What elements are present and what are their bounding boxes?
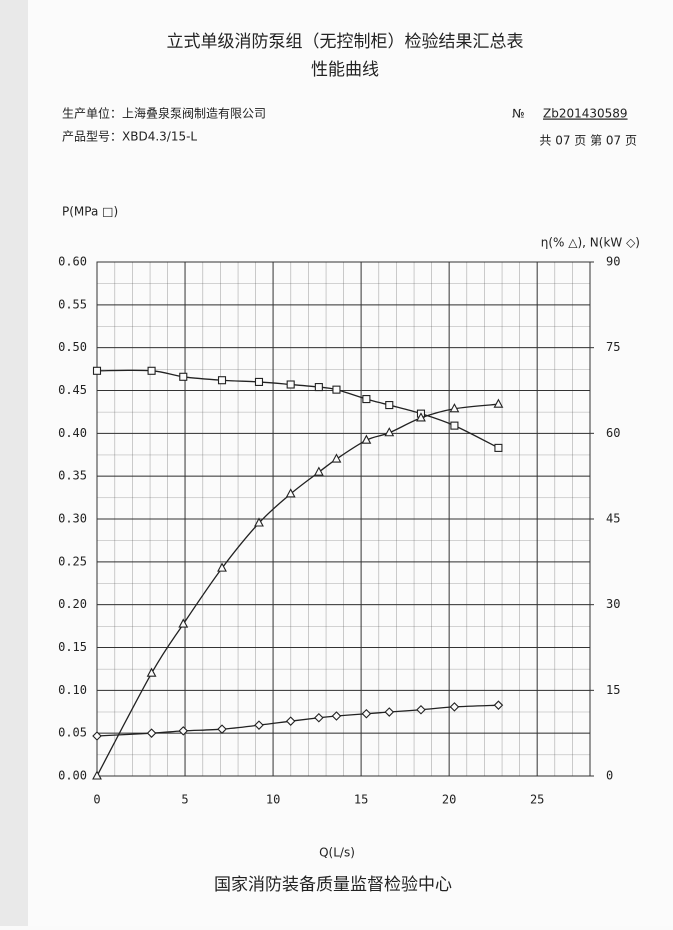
data-point (494, 443, 503, 452)
y-tick-label: 0.35 (58, 469, 87, 483)
data-point (254, 517, 264, 527)
data-point (92, 366, 102, 375)
model: 产品型号：XBD4.3/15-L (62, 130, 197, 144)
y-tick-label: 0.40 (58, 426, 87, 440)
report-number: Zb201430589 (543, 107, 628, 121)
data-point (362, 395, 371, 404)
data-point (449, 403, 460, 413)
page-count: 共 07 页 第 07 页 (539, 134, 637, 148)
data-point (147, 366, 156, 375)
y2-tick-label: 0 (606, 769, 613, 783)
y2-tick-label: 75 (606, 340, 620, 354)
title: 立式单级消防泵组（无控制柜）检验结果汇总表 (167, 32, 524, 52)
x-tick-label: 25 (530, 793, 544, 807)
data-point (314, 383, 323, 392)
data-point (361, 708, 372, 719)
y-tick-label: 0.50 (58, 340, 87, 354)
x-tick-label: 10 (266, 793, 280, 807)
data-point (178, 618, 189, 628)
data-point (493, 700, 504, 710)
y2-tick-label: 45 (606, 512, 620, 526)
y-tick-label: 0.60 (58, 255, 87, 269)
subtitle: 性能曲线 (311, 60, 379, 80)
data-point (146, 667, 157, 677)
data-point (450, 421, 459, 430)
x-tick-label: 5 (181, 793, 188, 807)
data-point (178, 726, 189, 736)
y-tick-label: 0.10 (58, 683, 87, 697)
data-point (285, 488, 296, 498)
y-axis-label: P(MPa □) (62, 205, 118, 219)
data-point (217, 376, 227, 385)
data-point (146, 728, 157, 738)
y-tick-label: 0.15 (58, 640, 87, 654)
x-tick-label: 20 (442, 793, 456, 807)
data-point (384, 427, 395, 437)
data-point (384, 707, 395, 717)
y-tick-label: 0.55 (58, 297, 87, 311)
data-point (313, 466, 324, 476)
y2-axis-label: η(% △), N(kW ◇) (541, 236, 640, 250)
manufacturer: 生产单位：上海叠泉泵阀制造有限公司 (62, 106, 266, 121)
data-point (331, 711, 342, 721)
data-point (314, 712, 324, 723)
x-tick-label: 15 (354, 793, 368, 807)
y2-tick-label: 15 (606, 683, 620, 697)
data-point (286, 380, 295, 389)
data-point (385, 401, 394, 410)
data-point (416, 704, 426, 715)
data-point (361, 434, 372, 444)
y-tick-label: 0.00 (58, 769, 87, 783)
y-tick-label: 0.20 (58, 597, 87, 611)
y2-tick-label: 30 (606, 597, 620, 611)
y2-tick-label: 90 (606, 255, 620, 269)
data-point (179, 372, 188, 381)
data-point (217, 562, 227, 572)
y-tick-label: 0.45 (58, 383, 87, 397)
y-tick-label: 0.25 (58, 554, 87, 568)
data-point (285, 716, 296, 726)
data-point (493, 398, 504, 408)
data-point (92, 770, 102, 780)
data-point (332, 385, 341, 394)
data-point (217, 724, 227, 734)
data-point (331, 453, 342, 463)
footer: 国家消防装备质量监督检验中心 (214, 875, 452, 895)
y-tick-label: 0.30 (58, 512, 87, 526)
data-point (254, 377, 264, 386)
x-axis-label: Q(L/s) (319, 846, 355, 860)
y2-tick-label: 60 (606, 426, 620, 440)
data-point (416, 412, 426, 422)
scan-edge (0, 0, 28, 926)
x-tick-label: 0 (93, 793, 100, 807)
data-point (92, 731, 102, 741)
data-point (449, 702, 460, 712)
number-sign: № (512, 107, 524, 121)
y-tick-label: 0.05 (58, 726, 87, 740)
data-point (254, 720, 264, 730)
